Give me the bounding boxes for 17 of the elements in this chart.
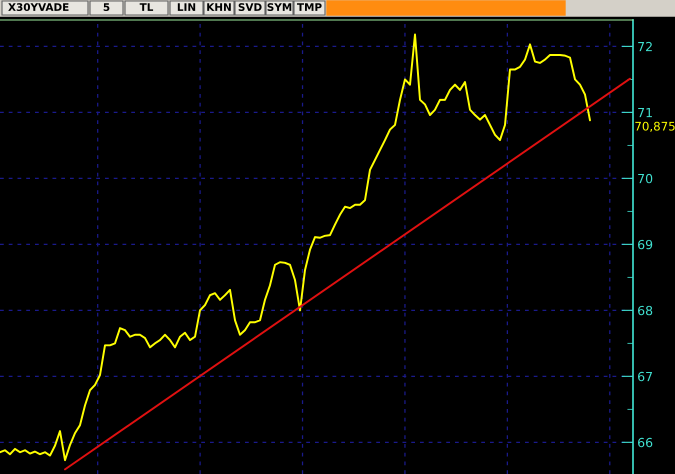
text: TMP [296, 3, 322, 11]
y-tick-label: 70 [638, 174, 652, 184]
text: 70,875 [635, 122, 675, 132]
line-series [0, 34, 591, 462]
text: SVD [238, 3, 262, 12]
chart-title: X30YVADE [8, 3, 68, 12]
text: TL [140, 3, 154, 11]
text: 5 [104, 3, 110, 12]
y-tick-label: 67 [638, 372, 652, 382]
y-tick-label: 68 [638, 306, 652, 316]
text: KHN [207, 3, 231, 11]
text: SYM [268, 3, 292, 12]
y-tick-label: 72 [638, 42, 652, 52]
y-tick-label: 69 [638, 240, 652, 250]
y-tick-label: 71 [638, 108, 652, 118]
y-tick-label: 66 [638, 438, 652, 448]
text: LIN [178, 3, 196, 11]
